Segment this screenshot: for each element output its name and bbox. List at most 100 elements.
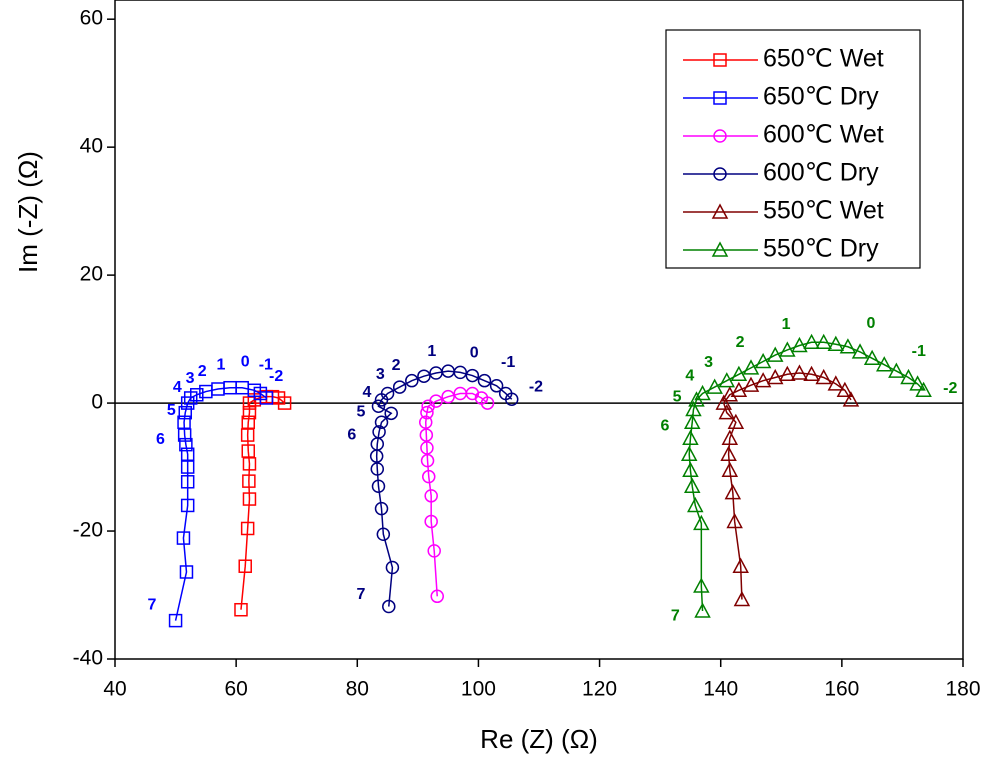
data-point [168, 613, 183, 628]
data-point [683, 477, 701, 494]
x-tick-label: 100 [461, 678, 496, 701]
data-point [779, 365, 796, 382]
annotation: 6 [661, 417, 670, 434]
y-tick-label: -40 [73, 647, 103, 670]
legend-label: 550℃ Wet [763, 197, 884, 225]
data-point [888, 362, 905, 378]
y-tick-label: 40 [80, 135, 103, 158]
y-tick-label: 60 [80, 7, 103, 30]
data-point [259, 391, 274, 405]
data-point [417, 369, 431, 383]
legend-marker [711, 241, 729, 257]
annotation: 0 [866, 315, 875, 332]
data-point [241, 415, 256, 430]
data-point [424, 489, 438, 503]
legend-marker [713, 91, 727, 105]
data-point [682, 429, 699, 446]
data-point [851, 343, 869, 359]
annotation: -1 [501, 354, 515, 371]
annotation: 1 [782, 316, 791, 333]
data-point [178, 405, 193, 420]
x-tick-label: 120 [582, 678, 617, 701]
annotation: 2 [198, 363, 207, 380]
data-point [815, 333, 832, 350]
legend-box [665, 29, 921, 269]
series-line [174, 386, 267, 621]
data-point [732, 557, 749, 573]
data-point [371, 479, 386, 494]
data-point [842, 391, 860, 407]
data-point [382, 599, 396, 614]
data-point [372, 425, 386, 439]
data-point [680, 445, 698, 462]
legend-label: 650℃ Dry [763, 83, 879, 111]
data-point [242, 474, 256, 488]
series-line [375, 370, 513, 607]
legend-marker [713, 129, 727, 143]
data-point [839, 338, 857, 354]
data-point [915, 381, 932, 398]
data-point [863, 349, 881, 366]
annotation: 5 [673, 389, 682, 406]
data-point [718, 372, 736, 388]
data-point [480, 396, 495, 410]
data-point [465, 368, 480, 383]
legend-marker [711, 203, 729, 219]
data-point [427, 544, 441, 558]
legend-label: 550℃ Dry [763, 235, 879, 263]
series-line [240, 395, 286, 610]
data-point [180, 447, 195, 462]
data-point [240, 428, 255, 442]
data-point [385, 560, 400, 575]
annotation: 3 [376, 366, 385, 383]
data-point [374, 501, 389, 516]
data-point [694, 602, 711, 618]
data-point [242, 405, 257, 420]
x-tick-label: 40 [103, 678, 126, 701]
data-point [180, 396, 195, 410]
data-point [420, 405, 434, 420]
legend-label: 600℃ Dry [763, 159, 879, 187]
data-point [240, 521, 255, 536]
annotation: -2 [529, 378, 543, 395]
legend-label: 650℃ Wet [763, 45, 884, 73]
annotation: 4 [173, 379, 182, 396]
data-point [693, 577, 710, 593]
annotation: 5 [356, 403, 365, 420]
data-point [694, 384, 711, 401]
data-point [177, 428, 192, 442]
x-tick-label: 140 [703, 678, 738, 701]
data-point [392, 380, 407, 394]
data-point [419, 428, 434, 442]
data-point [420, 441, 434, 455]
data-point [827, 375, 845, 391]
series-line [688, 341, 925, 612]
annotation: 7 [671, 607, 680, 624]
x-tick-label: 180 [945, 678, 980, 701]
annotation: -2 [269, 368, 283, 385]
data-point [422, 469, 436, 484]
data-point [374, 415, 389, 430]
annotation: 0 [470, 344, 479, 361]
data-point [754, 352, 772, 369]
data-point [180, 475, 195, 489]
data-point [754, 372, 772, 388]
data-point [815, 368, 832, 385]
data-point [693, 514, 710, 531]
data-point [371, 399, 386, 414]
data-point [687, 496, 704, 513]
data-point [180, 498, 195, 513]
data-point [238, 559, 252, 573]
data-point [504, 392, 519, 406]
data-point [721, 461, 739, 478]
data-point [190, 388, 204, 402]
data-point [742, 359, 760, 375]
data-point [242, 492, 257, 506]
data-point [376, 527, 391, 541]
data-point [429, 394, 443, 408]
data-point [420, 453, 435, 468]
data-point [424, 514, 438, 529]
y-axis-title: Im (-Z) (Ω) [13, 151, 43, 273]
data-point [682, 461, 699, 478]
